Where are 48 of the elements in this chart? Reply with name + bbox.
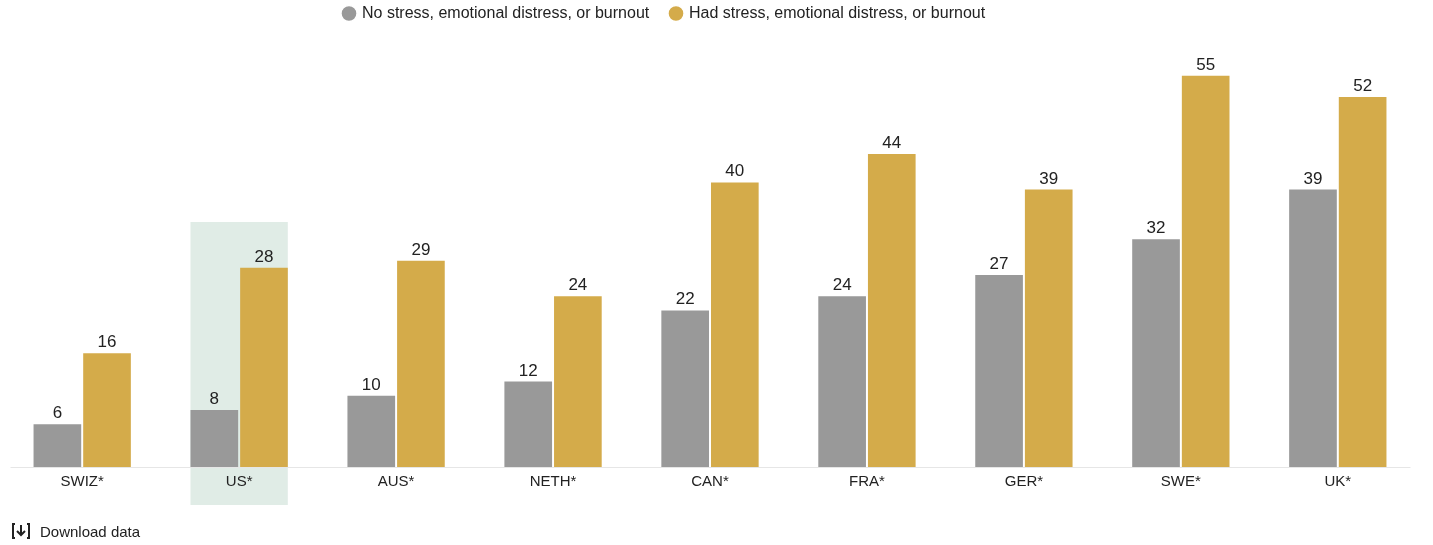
data-label: 22 xyxy=(675,289,695,309)
data-label: 10 xyxy=(361,374,381,394)
bar xyxy=(1338,97,1387,467)
bar xyxy=(190,410,239,467)
bar xyxy=(240,267,288,467)
data-label: 6 xyxy=(52,403,63,423)
bar xyxy=(83,353,131,467)
bar xyxy=(504,381,553,467)
x-tick-label: AUS* xyxy=(377,471,415,489)
x-tick-label: US* xyxy=(225,471,253,489)
data-label: 12 xyxy=(518,360,538,380)
data-label: 52 xyxy=(1353,76,1373,96)
data-label: 24 xyxy=(568,275,588,295)
bar xyxy=(818,296,866,467)
x-tick-label: SWE* xyxy=(1160,471,1202,489)
data-label: 55 xyxy=(1196,54,1216,74)
bar xyxy=(554,296,602,467)
x-tick-label: NETH* xyxy=(529,471,577,489)
data-label: 24 xyxy=(832,275,852,295)
x-tick-label: GER* xyxy=(1004,471,1044,489)
bar xyxy=(1289,189,1337,467)
bar xyxy=(1024,189,1073,467)
text: Download data xyxy=(40,522,141,540)
bar xyxy=(661,310,710,467)
data-label: 44 xyxy=(882,132,902,152)
bar xyxy=(347,395,396,467)
x-tick-label: UK* xyxy=(1324,471,1352,489)
bar xyxy=(33,424,82,467)
data-label: 29 xyxy=(411,239,431,259)
bar xyxy=(975,274,1023,467)
data-label: 8 xyxy=(209,389,220,409)
x-tick-label: CAN* xyxy=(691,471,729,489)
data-label: 16 xyxy=(97,332,117,352)
data-label: 39 xyxy=(1039,168,1059,188)
data-label: 32 xyxy=(1146,218,1166,238)
bar xyxy=(397,260,445,467)
data-label: 27 xyxy=(989,253,1009,273)
legend-label: No stress, emotional distress, or burnout xyxy=(362,4,650,22)
data-label: 40 xyxy=(725,161,745,181)
data-label: 28 xyxy=(254,246,274,266)
data-label: 39 xyxy=(1303,168,1323,188)
x-tick-label: SWIZ* xyxy=(60,471,105,489)
legend-label: Had stress, emotional distress, or burnout xyxy=(689,4,986,22)
x-tick-label: FRA* xyxy=(849,471,886,489)
bar xyxy=(1181,75,1230,467)
bar xyxy=(1132,239,1180,467)
bar xyxy=(867,153,916,467)
bar xyxy=(710,182,759,467)
